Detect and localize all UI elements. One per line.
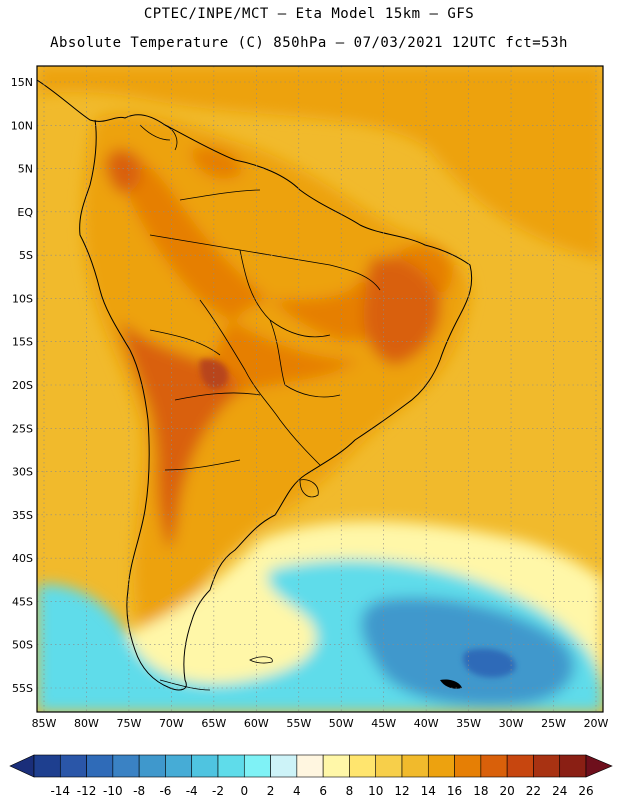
colorbar-swatch — [559, 754, 587, 778]
field-coldest-ocean — [462, 648, 516, 678]
colorbar-label: 2 — [267, 784, 275, 798]
colorbar-swatch — [112, 754, 140, 778]
lon-label: 30W — [499, 717, 524, 730]
field-northeast-hot — [363, 257, 441, 365]
colorbar: -14 -12 -10 -8 -6 -4 -2 0 2 4 6 8 10 12 14 16 18 20 22 24 26 — [9, 754, 613, 798]
lat-label: 5N — [18, 163, 33, 176]
lon-label: 65W — [201, 717, 226, 730]
field-venezuela-hot — [190, 147, 242, 179]
temperature-field — [37, 66, 603, 712]
colorbar-swatch — [296, 754, 324, 778]
colorbar-label: -8 — [133, 784, 145, 798]
colorbar-swatch — [138, 754, 166, 778]
lon-label: 35W — [456, 717, 481, 730]
lat-label: 15S — [12, 336, 33, 349]
lon-label: 55W — [286, 717, 311, 730]
lat-label: 50S — [12, 639, 33, 652]
colorbar-swatch — [86, 754, 114, 778]
field-colombia-hot — [105, 149, 141, 194]
colorbar-swatch — [401, 754, 429, 778]
map-title-line2: Absolute Temperature (C) 850hPa – 07/03/… — [50, 35, 568, 51]
colorbar-label: 4 — [293, 784, 301, 798]
colorbar-label: 16 — [447, 784, 462, 798]
lat-label: 20S — [12, 379, 33, 392]
lat-label: 10N — [11, 119, 33, 132]
colorbar-label: 22 — [526, 784, 541, 798]
lat-label: 35S — [12, 509, 33, 522]
lat-label: EQ — [17, 206, 33, 219]
colorbar-label: 8 — [346, 784, 354, 798]
colorbar-swatch — [480, 754, 508, 778]
colorbar-label: -6 — [159, 784, 171, 798]
colorbar-label: 6 — [319, 784, 327, 798]
map-title-line1: CPTEC/INPE/MCT – Eta Model 15km – GFS — [143, 6, 475, 22]
lon-label: 40W — [414, 717, 439, 730]
lon-label: 25W — [541, 717, 566, 730]
longitude-labels: 85W 80W 75W 70W 65W 60W 55W 50W 45W 40W 35W 30W 25W 2… — [32, 717, 609, 730]
colorbar-swatch — [349, 754, 377, 778]
colorbar-label: -12 — [77, 784, 97, 798]
field-northern-ocean — [37, 66, 603, 260]
lon-label: 80W — [74, 717, 99, 730]
colorbar-over-arrow — [585, 754, 613, 778]
colorbar-label: -14 — [50, 784, 70, 798]
colorbar-swatch — [427, 754, 455, 778]
lon-label: 75W — [116, 717, 141, 730]
colorbar-swatch — [243, 754, 271, 778]
lat-label: 10S — [12, 292, 33, 305]
colorbar-label: 0 — [240, 784, 248, 798]
colorbar-label: -4 — [186, 784, 198, 798]
lat-label: 30S — [12, 466, 33, 479]
colorbar-label: 10 — [368, 784, 383, 798]
colorbar-label: 20 — [500, 784, 515, 798]
lat-label: 15N — [11, 76, 33, 89]
lon-label: 45W — [371, 717, 396, 730]
colorbar-under-arrow — [9, 754, 35, 778]
colorbar-label: 24 — [552, 784, 567, 798]
colorbar-label: -2 — [212, 784, 224, 798]
lon-label: 20W — [584, 717, 609, 730]
lon-label: 50W — [329, 717, 354, 730]
colorbar-label: 12 — [394, 784, 409, 798]
colorbar-label: 26 — [578, 784, 593, 798]
colorbar-swatch — [59, 754, 87, 778]
lon-label: 85W — [32, 717, 57, 730]
lat-label: 5S — [19, 249, 33, 262]
colorbar-label: 14 — [421, 784, 436, 798]
lat-label: 45S — [12, 595, 33, 608]
colorbar-swatch — [375, 754, 403, 778]
colorbar-label: -10 — [103, 784, 123, 798]
map-frame — [36, 65, 604, 713]
colorbar-swatch — [533, 754, 561, 778]
colorbar-swatch — [165, 754, 193, 778]
field-chaco-hot — [199, 359, 229, 389]
lon-label: 70W — [159, 717, 184, 730]
colorbar-swatch — [270, 754, 298, 778]
colorbar-swatch — [33, 754, 61, 778]
colorbar-swatch — [217, 754, 245, 778]
lon-label: 60W — [244, 717, 269, 730]
lat-label: 55S — [12, 682, 33, 695]
lat-label: 25S — [12, 422, 33, 435]
colorbar-swatch — [322, 754, 350, 778]
latitude-labels: 15N 10N 5N EQ 5S 10S 15S 20S 25S 30S 35S 40S 45S 50S 5… — [11, 76, 34, 695]
colorbar-swatch — [454, 754, 482, 778]
lat-label: 40S — [12, 552, 33, 565]
colorbar-label: 18 — [473, 784, 488, 798]
colorbar-swatch — [506, 754, 534, 778]
colorbar-swatch — [191, 754, 219, 778]
